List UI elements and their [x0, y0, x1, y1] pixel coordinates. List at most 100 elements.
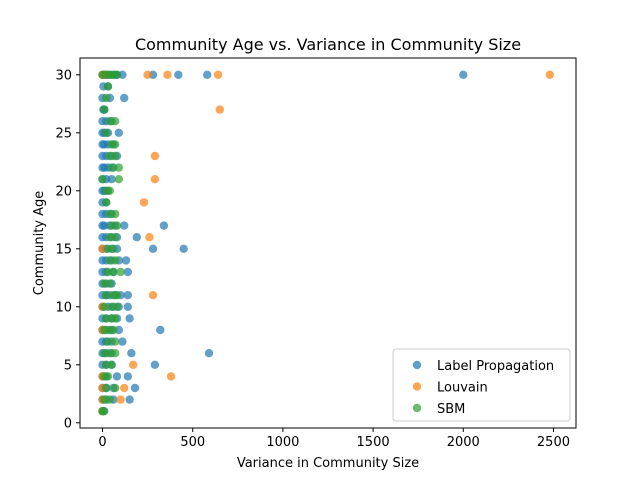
- point-series-2-49: [103, 337, 113, 346]
- x-axis-label: Variance in Community Size: [237, 456, 419, 471]
- point-series-2-57: [103, 372, 113, 381]
- point-series-2-17: [98, 175, 107, 184]
- point-series-2-27: [111, 233, 120, 242]
- y-axis-ticks: 0 5 10 15 20 25 30: [55, 68, 80, 431]
- point-series-2-36: [105, 279, 115, 288]
- point-series-1-15: [129, 360, 138, 369]
- point-series-2-31: [111, 256, 120, 265]
- point-series-0-102: [118, 337, 127, 346]
- point-series-2-48: [109, 325, 118, 335]
- point-series-2-59: [111, 383, 120, 393]
- point-series-2-34: [116, 267, 125, 277]
- point-series-2-42: [112, 302, 122, 311]
- point-series-2-7: [100, 105, 109, 114]
- point-series-0-59: [132, 233, 141, 242]
- point-series-1-8: [150, 175, 160, 184]
- point-series-2-5: [103, 82, 113, 91]
- point-series-0-114: [112, 372, 122, 381]
- x-tick-label: 1000: [266, 435, 299, 450]
- point-series-1-7: [150, 151, 160, 161]
- point-series-1-5: [545, 70, 554, 80]
- point-series-0-98: [156, 325, 165, 335]
- point-series-0-119: [130, 383, 140, 393]
- point-series-2-20: [105, 186, 115, 195]
- point-series-0-9: [174, 70, 183, 80]
- point-series-2-45: [111, 314, 120, 323]
- legend-frame: [392, 348, 571, 422]
- point-series-0-111: [150, 360, 160, 369]
- point-series-2-29: [109, 244, 118, 253]
- point-series-2-4: [112, 70, 122, 80]
- point-series-0-74: [123, 267, 132, 277]
- point-series-2-25: [112, 221, 122, 230]
- y-tick-label: 0: [64, 416, 72, 431]
- x-tick-label: 2500: [537, 435, 570, 450]
- point-series-0-40: [107, 175, 116, 184]
- point-series-2-15: [107, 163, 116, 172]
- point-series-1-9: [139, 198, 149, 207]
- point-series-2-40: [100, 302, 109, 311]
- point-series-2-21: [102, 198, 111, 207]
- point-series-2-12: [111, 140, 120, 149]
- y-tick-label: 10: [55, 300, 72, 315]
- point-series-1-12: [148, 291, 158, 300]
- legend-label: SBM: [437, 402, 465, 417]
- point-series-1-10: [145, 233, 154, 242]
- point-series-0-70: [121, 256, 131, 265]
- chart-title: Community Age vs. Variance in Community …: [135, 35, 521, 54]
- x-tick-label: 1500: [357, 435, 390, 450]
- point-series-0-107: [204, 349, 214, 358]
- y-tick-label: 30: [55, 68, 72, 83]
- point-series-1-21: [116, 395, 125, 404]
- point-series-0-16: [120, 93, 129, 103]
- point-series-2-9: [111, 117, 120, 126]
- point-series-1-19: [120, 383, 129, 393]
- point-series-2-18: [114, 175, 124, 184]
- point-series-2-6: [102, 93, 111, 103]
- point-series-2-53: [111, 349, 120, 358]
- point-series-2-37: [102, 291, 111, 300]
- x-axis-ticks: 0 500 1000 1500 2000 2500: [98, 428, 570, 450]
- points-layer: [98, 70, 554, 416]
- y-tick-label: 25: [55, 126, 72, 141]
- point-series-2-63: [99, 407, 108, 416]
- point-series-0-53: [120, 221, 129, 230]
- point-series-0-10: [203, 70, 212, 80]
- y-axis-label: Community Age: [32, 191, 47, 296]
- point-series-2-10: [102, 128, 111, 137]
- point-series-0-64: [148, 244, 158, 253]
- legend-label: Louvain: [437, 381, 488, 396]
- legend-label: Label Propagation: [437, 359, 554, 374]
- point-series-0-115: [123, 372, 132, 381]
- plot-frame: [79, 57, 577, 429]
- point-series-2-55: [107, 360, 116, 369]
- x-tick-label: 0: [98, 435, 106, 450]
- point-series-0-88: [123, 302, 132, 311]
- point-series-0-54: [159, 221, 169, 230]
- legend: Label Propagation Louvain SBM: [392, 348, 571, 422]
- point-series-0-25: [114, 128, 124, 137]
- y-tick-label: 15: [55, 242, 72, 257]
- point-series-0-123: [125, 395, 134, 404]
- point-series-1-6: [215, 105, 224, 114]
- legend-marker: [412, 403, 422, 413]
- point-series-0-83: [123, 291, 132, 300]
- point-series-0-65: [179, 244, 188, 253]
- x-tick-label: 2000: [447, 435, 480, 450]
- point-series-2-39: [112, 291, 122, 300]
- y-tick-label: 20: [55, 184, 72, 199]
- point-series-2-50: [111, 337, 120, 346]
- point-series-2-61: [105, 395, 115, 404]
- point-series-1-17: [166, 372, 176, 381]
- point-series-1-2: [143, 70, 152, 80]
- point-series-0-106: [127, 349, 136, 358]
- point-series-2-33: [109, 267, 118, 277]
- legend-marker: [412, 382, 422, 391]
- point-series-1-3: [163, 70, 172, 80]
- point-series-2-23: [111, 209, 120, 219]
- y-tick-label: 5: [64, 358, 72, 373]
- point-series-2-16: [114, 163, 124, 172]
- point-series-0-11: [459, 70, 468, 80]
- point-series-1-4: [213, 70, 223, 80]
